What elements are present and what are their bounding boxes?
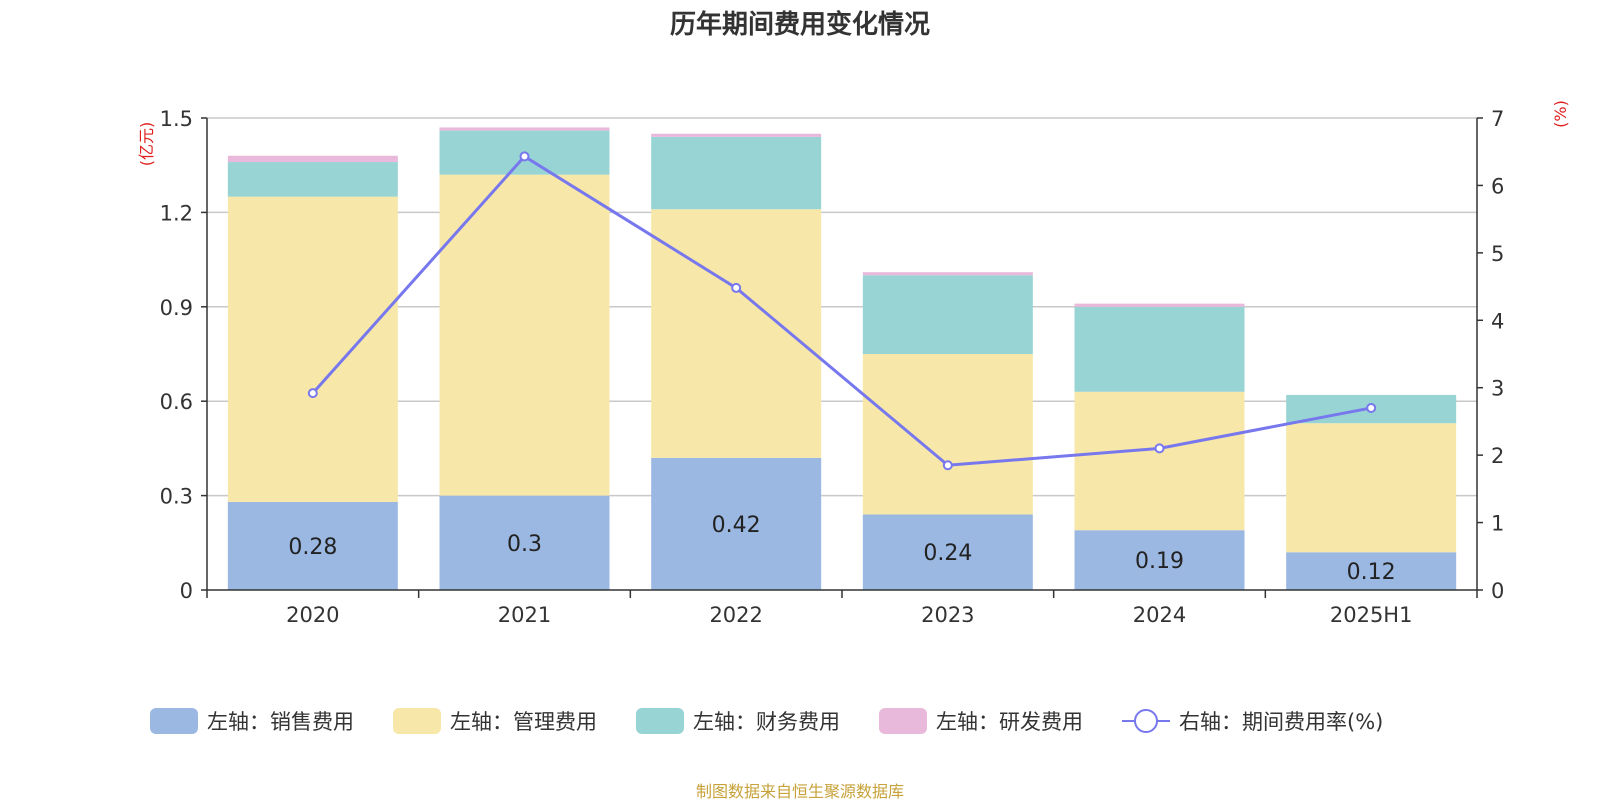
right-tick-label: 7: [1491, 107, 1504, 131]
bar-segment: [1074, 306, 1245, 392]
left-tick-label: 0: [180, 579, 193, 603]
right-tick-label: 6: [1491, 174, 1504, 198]
bar-segment: [862, 272, 1033, 276]
rate-point: [519, 151, 530, 162]
x-tick-label: 2025H1: [1330, 603, 1413, 627]
legend-marker[interactable]: [1134, 709, 1158, 733]
bar-segment: [1074, 530, 1245, 590]
right-tick-label: 1: [1491, 512, 1504, 536]
right-tick-label: 2: [1491, 444, 1504, 468]
bar-segment: [227, 501, 398, 590]
bar-segment: [862, 514, 1033, 590]
bar-segment: [227, 162, 398, 197]
bar-segment: [1286, 423, 1457, 553]
bar-data-label: 0.42: [712, 513, 761, 538]
x-tick-label: 2024: [1133, 603, 1186, 627]
left-tick-label: 1.2: [160, 201, 193, 225]
legend-label[interactable]: 右轴：期间费用率(%): [1179, 710, 1383, 734]
bar-segment: [651, 133, 822, 137]
bar-data-label: 0.3: [507, 532, 542, 557]
rate-point: [731, 282, 742, 293]
data-source-note: 制图数据来自恒生聚源数据库: [695, 782, 904, 801]
bar-segment: [862, 275, 1033, 354]
bar-segment: [227, 196, 398, 502]
left-tick-label: 0.3: [160, 485, 193, 509]
legend-label[interactable]: 左轴：研发费用: [936, 710, 1083, 734]
right-tick-label: 3: [1491, 377, 1504, 401]
x-tick-label: 2020: [286, 603, 339, 627]
bar-stacks: 0.28 0.3 0.42 0.24 0.19 0.12: [227, 127, 1457, 590]
bar-segment: [439, 174, 610, 496]
x-tick-label: 2021: [498, 603, 551, 627]
right-tick-label: 4: [1491, 309, 1504, 333]
legend-swatch[interactable]: [879, 708, 927, 734]
rate-line-path: [311, 154, 1372, 467]
bar-segment: [227, 155, 398, 163]
bar-segment: [862, 354, 1033, 515]
axes: 0 0.3 0.6 0.9 1.2 1.5 0 1 2 3 4 5 6 7 (亿元) (%) 2020 2021 2…: [137, 100, 1570, 627]
x-tick-label: 2023: [921, 603, 974, 627]
grid-lines: [207, 117, 1477, 497]
bar-data-label: 0.19: [1135, 549, 1184, 574]
rate-point: [1366, 402, 1377, 413]
bar-segment: [651, 209, 822, 458]
bar-data-label: 0.28: [288, 535, 337, 560]
bar-segment: [1074, 303, 1245, 307]
rate-point: [942, 460, 953, 471]
bar-segment: [651, 136, 822, 210]
left-tick-label: 0.9: [160, 296, 193, 320]
bar-segment: [439, 495, 610, 590]
legend: 左轴：销售费用 左轴：管理费用 左轴：财务费用 左轴：研发费用 右轴：期间费用率(%): [150, 708, 1383, 734]
rate-point: [1154, 443, 1165, 454]
legend-label[interactable]: 左轴：管理费用: [450, 710, 597, 734]
legend-swatch[interactable]: [636, 708, 684, 734]
legend-swatch[interactable]: [150, 708, 198, 734]
legend-swatch[interactable]: [393, 708, 441, 734]
bar-data-label: 0.12: [1347, 560, 1396, 585]
bar-segment: [439, 127, 610, 131]
left-tick-label: 1.5: [160, 107, 193, 131]
legend-label[interactable]: 左轴：销售费用: [207, 710, 354, 734]
rate-line: [307, 151, 1377, 471]
bar-data-label: 0.24: [923, 541, 972, 566]
chart-title: 历年期间费用变化情况: [669, 10, 930, 40]
bar-segment: [1286, 552, 1457, 590]
left-tick-label: 0.6: [160, 390, 193, 414]
right-tick-label: 5: [1491, 242, 1504, 266]
right-axis-unit: (%): [1551, 100, 1570, 128]
left-axis-unit: (亿元): [137, 122, 156, 167]
bar-segment: [651, 457, 822, 590]
legend-label[interactable]: 左轴：财务费用: [693, 710, 840, 734]
rate-point: [307, 388, 318, 399]
right-tick-label: 0: [1491, 579, 1504, 603]
x-tick-label: 2022: [709, 603, 762, 627]
bar-segment: [1074, 391, 1245, 531]
